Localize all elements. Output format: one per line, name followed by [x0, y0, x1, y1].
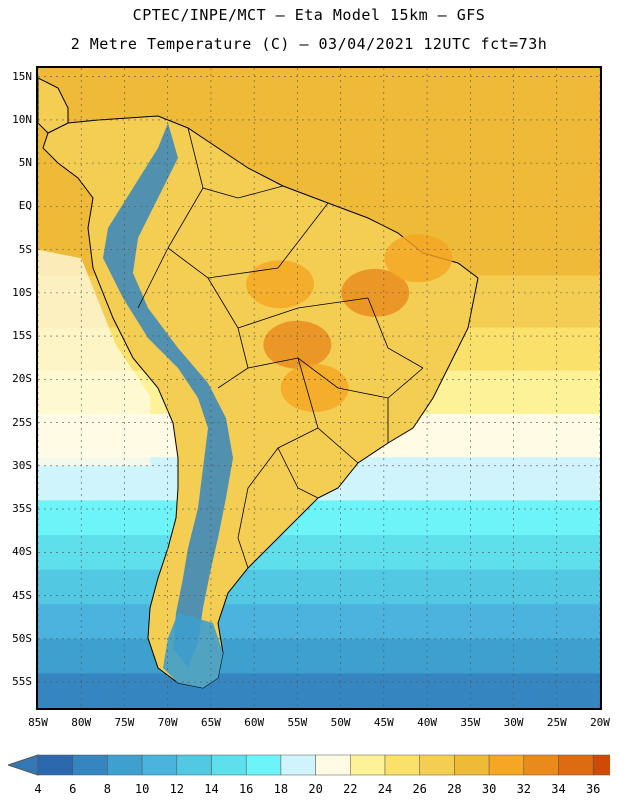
- patagonia-cool-zone: [163, 613, 223, 688]
- lat-label: 15S: [12, 329, 32, 343]
- colorbar-level-label: 12: [169, 782, 185, 796]
- colorbar-level-label: 10: [134, 782, 150, 796]
- pacific-cool-zone: [38, 249, 151, 466]
- colorbar-swatch: [72, 754, 108, 776]
- colorbar-level-label: 36: [585, 782, 601, 796]
- colorbar-swatch: [280, 754, 316, 776]
- lat-lon-gridlines: [38, 68, 600, 708]
- lon-label: 25W: [546, 716, 567, 729]
- lon-label: 40W: [417, 716, 437, 729]
- colorbar-level-label: 34: [551, 782, 566, 796]
- lat-label: 20S: [12, 372, 32, 386]
- ocean-band-9: [38, 535, 600, 571]
- lon-label: 65W: [200, 716, 221, 729]
- colorbar-swatch: [523, 754, 559, 776]
- south-america-landmass: [42, 115, 479, 689]
- lat-label: 55S: [12, 675, 32, 689]
- ocean-band-13: [38, 673, 600, 708]
- hot-spot-3: [246, 260, 315, 309]
- colorbar-level-label: 24: [377, 782, 393, 796]
- lat-label: 10N: [12, 112, 32, 126]
- colorbar-level-label: 4: [34, 782, 42, 796]
- lat-label: 5S: [18, 242, 32, 256]
- colorbar-level-label: 26: [412, 782, 427, 796]
- colorbar-swatch: [488, 754, 525, 776]
- temperature-colorbar: [8, 754, 610, 776]
- lon-label: 55W: [287, 716, 308, 729]
- colorbar-swatch: [384, 754, 420, 776]
- colorbar-swatch: [558, 754, 594, 776]
- colorbar-swatch: [245, 754, 282, 776]
- colorbar-swatch: [454, 754, 490, 776]
- lat-label: 40S: [12, 545, 32, 559]
- ocean-band-8: [38, 500, 600, 537]
- lon-label: 80W: [71, 716, 92, 729]
- colorbar-swatch: [176, 754, 212, 776]
- map-canvas: [38, 68, 600, 708]
- colorbar-level-label: 8: [103, 782, 111, 796]
- central-america-strip: [38, 77, 69, 134]
- lon-label: 45W: [373, 716, 394, 729]
- colorbar-swatch: [350, 754, 386, 776]
- colorbar-swatch: [315, 754, 351, 776]
- colorbar-level-label: 20: [308, 782, 323, 796]
- lon-label: 70W: [157, 716, 178, 729]
- colorbar-level-label: 18: [273, 782, 289, 796]
- colorbar-level-label: 6: [69, 782, 77, 796]
- colorbar-level-label: 38: [613, 782, 618, 796]
- temperature-map: [36, 66, 602, 710]
- lon-label: 50W: [330, 716, 351, 729]
- colorbar-level-label: 22: [343, 782, 358, 796]
- lat-label: 15N: [12, 69, 32, 83]
- colorbar-swatch: [419, 754, 455, 776]
- lon-label: 75W: [114, 716, 135, 729]
- lat-label: 30S: [12, 458, 32, 472]
- ocean-band-11: [38, 604, 600, 640]
- colorbar-swatch: [141, 754, 178, 776]
- land-temperature-field: [38, 77, 479, 689]
- lon-label: 35W: [460, 716, 481, 729]
- lat-label: EQ: [18, 199, 32, 213]
- hot-spot-4: [384, 234, 453, 283]
- ocean-band-12: [38, 638, 600, 675]
- lat-label: 50S: [12, 631, 32, 645]
- colorbar-level-label: 14: [204, 782, 219, 796]
- colorbar-level-label: 16: [238, 782, 254, 796]
- lat-label: 35S: [12, 502, 32, 516]
- country-borders: [137, 127, 424, 569]
- lon-label: 20W: [590, 716, 610, 729]
- colorbar-swatch: [107, 754, 143, 776]
- lat-label: 5N: [18, 156, 32, 170]
- lat-label: 45S: [12, 588, 32, 602]
- colorbar-under-arrow: [8, 754, 39, 776]
- colorbar-swatch: [211, 754, 247, 776]
- colorbar-swatch: [37, 754, 73, 776]
- map-title-line-2: 2 Metre Temperature (C) – 03/04/2021 12U…: [70, 35, 548, 53]
- ocean-band-10: [38, 569, 600, 606]
- andes-cold-strip: [103, 123, 233, 668]
- colorbar-level-label: 28: [447, 782, 462, 796]
- lat-label: 10S: [12, 285, 32, 299]
- lat-label: 25S: [12, 415, 32, 429]
- lon-label: 30W: [503, 716, 524, 729]
- lon-label: 85W: [28, 716, 48, 729]
- colorbar-swatch: [592, 754, 610, 776]
- lon-label: 60W: [244, 716, 265, 729]
- colorbar-level-label: 32: [516, 782, 532, 796]
- map-title-line-1: CPTEC/INPE/MCT – Eta Model 15km – GFS: [132, 6, 486, 24]
- colorbar-level-label: 30: [481, 782, 497, 796]
